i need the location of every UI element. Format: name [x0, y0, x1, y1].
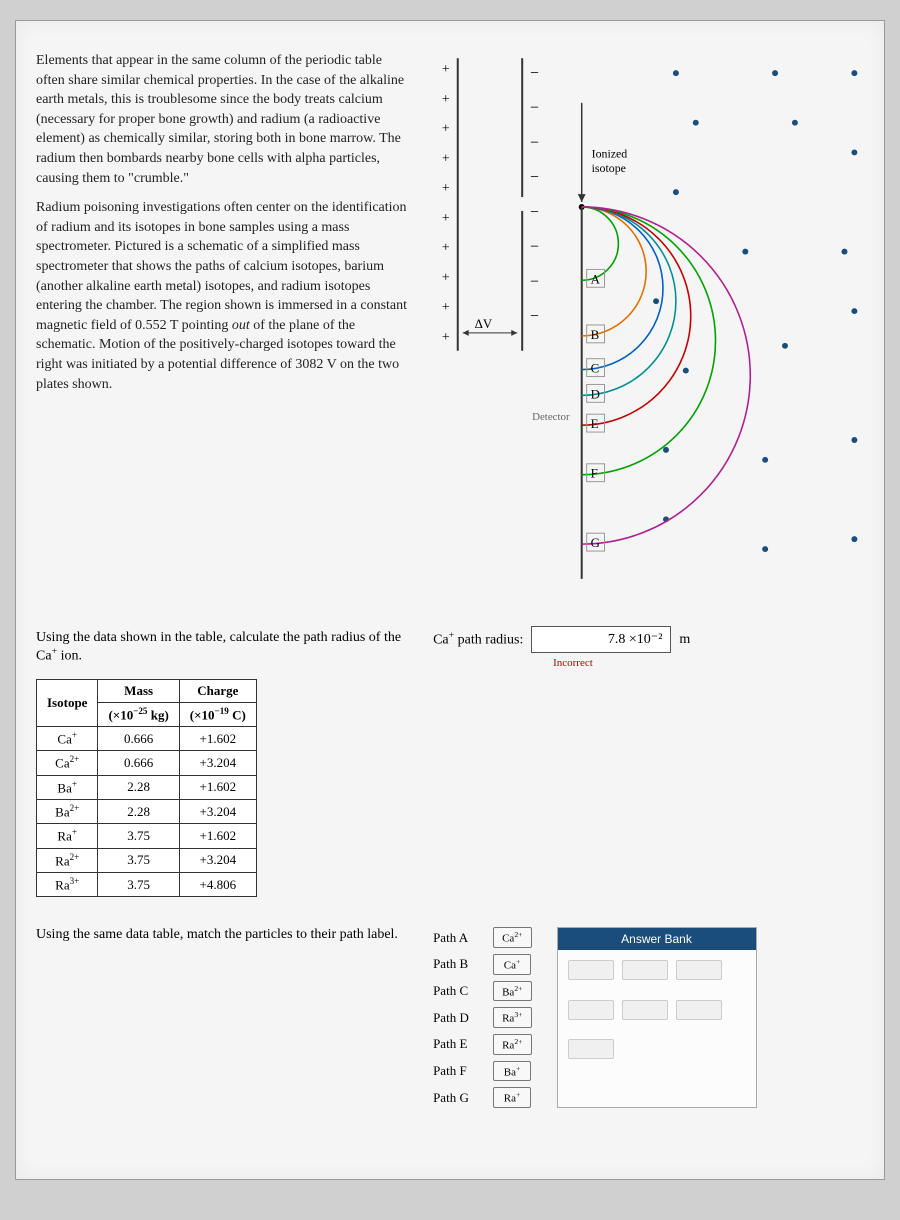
svg-text:Ionized: Ionized — [591, 146, 627, 160]
path-row: Path FBa+ — [433, 1061, 531, 1082]
chip-ba[interactable]: Ba+ — [493, 1061, 531, 1082]
bank-slot[interactable] — [568, 1039, 614, 1059]
bank-slot[interactable] — [676, 960, 722, 980]
svg-text:+: + — [442, 62, 450, 77]
svg-text:+: + — [442, 211, 450, 226]
bank-slot[interactable] — [676, 1000, 722, 1020]
table-row: Ra+3.75+1.602 — [37, 824, 257, 848]
path-row: Path BCa+ — [433, 954, 531, 975]
path-row: Path DRa3+ — [433, 1007, 531, 1028]
svg-text:+: + — [442, 300, 450, 315]
bank-slot[interactable] — [622, 1000, 668, 1020]
svg-text:−: − — [530, 204, 539, 221]
page-container: Elements that appear in the same column … — [15, 20, 885, 1180]
q1-left: Using the data shown in the table, calcu… — [36, 616, 403, 897]
table-row: Ra2+3.75+3.204 — [37, 848, 257, 872]
svg-text:−: − — [530, 273, 539, 290]
field-dots — [653, 70, 857, 552]
q1-prompt: Using the data shown in the table, calcu… — [36, 630, 403, 665]
bank-slot[interactable] — [568, 1000, 614, 1020]
path-row: Path ERa2+ — [433, 1034, 531, 1055]
top-section: Elements that appear in the same column … — [36, 51, 864, 596]
q1-right: Ca+ path radius: 7.8 ×10⁻² m Incorrect — [433, 616, 864, 897]
bank-body[interactable] — [558, 950, 756, 1080]
path-list: Path ACa2+ Path BCa+ Path CBa2+ Path DRa… — [433, 927, 531, 1108]
svg-text:A: A — [590, 272, 600, 286]
col-isotope: Isotope — [37, 679, 98, 726]
svg-text:+: + — [442, 241, 450, 256]
feedback-incorrect: Incorrect — [553, 657, 864, 669]
diagram-svg: + + + + + + + + + + − − − − − − − — [428, 51, 864, 591]
answer-label: Ca+ path radius: — [433, 630, 523, 649]
deltaV-label: ΔV — [474, 317, 492, 331]
q2-prompt: Using the same data table, match the par… — [36, 927, 403, 1108]
svg-text:B: B — [590, 328, 599, 342]
isotope-table: Isotope Mass Charge (×10−25 kg) (×10−19 … — [36, 679, 257, 898]
chip-ca2[interactable]: Ca2+ — [493, 927, 531, 948]
svg-text:D: D — [590, 387, 599, 401]
path-row: Path GRa+ — [433, 1087, 531, 1108]
path-row: Path ACa2+ — [433, 927, 531, 948]
col-charge: Charge — [179, 679, 256, 702]
q2-right: Path ACa2+ Path BCa+ Path CBa2+ Path DRa… — [433, 927, 864, 1108]
chip-ra3[interactable]: Ra3+ — [493, 1007, 531, 1028]
svg-text:+: + — [442, 151, 450, 166]
bank-slot[interactable] — [568, 960, 614, 980]
path-row: Path CBa2+ — [433, 981, 531, 1002]
svg-text:C: C — [590, 362, 599, 376]
col-mass: Mass — [98, 679, 179, 702]
svg-text:−: − — [530, 134, 539, 151]
chip-ba2[interactable]: Ba2+ — [493, 981, 531, 1002]
svg-text:G: G — [590, 536, 599, 550]
svg-text:+: + — [442, 122, 450, 137]
ion-entry: Ionized isotope — [577, 103, 627, 210]
svg-text:−: − — [530, 239, 539, 256]
detector-label: Detector — [532, 411, 570, 423]
accelerating-plates: + + + + + + + + + + − − − − − − − — [442, 58, 539, 351]
col-charge-unit: (×10−19 C) — [179, 702, 256, 726]
svg-text:F: F — [590, 467, 597, 481]
table-header-row: Isotope Mass Charge — [37, 679, 257, 702]
spectrometer-diagram: + + + + + + + + + + − − − − − − − — [428, 51, 864, 596]
table-row: Ra3+3.75+4.806 — [37, 872, 257, 896]
bank-slot[interactable] — [622, 960, 668, 980]
table-row: Ca+0.666+1.602 — [37, 726, 257, 750]
svg-text:+: + — [442, 92, 450, 107]
svg-text:−: − — [530, 308, 539, 325]
table-row: Ba2+2.28+3.204 — [37, 799, 257, 823]
svg-text:isotope: isotope — [591, 161, 625, 175]
paragraph-1: Elements that appear in the same column … — [36, 51, 408, 188]
chip-ra[interactable]: Ra+ — [493, 1087, 531, 1108]
answer-row: Ca+ path radius: 7.8 ×10⁻² m — [433, 626, 864, 653]
chip-ra2[interactable]: Ra2+ — [493, 1034, 531, 1055]
question-2: Using the same data table, match the par… — [36, 927, 864, 1108]
svg-text:+: + — [442, 330, 450, 345]
answer-bank: Answer Bank — [557, 927, 757, 1108]
path-end-labels: A B C D E F G — [586, 269, 604, 551]
paragraph-2: Radium poisoning investigations often ce… — [36, 198, 408, 394]
radius-input[interactable]: 7.8 ×10⁻² — [531, 626, 671, 653]
bank-title: Answer Bank — [558, 928, 756, 950]
table-row: Ca2+0.666+3.204 — [37, 751, 257, 775]
svg-text:+: + — [442, 270, 450, 285]
svg-text:−: − — [530, 169, 539, 186]
svg-text:−: − — [530, 65, 539, 82]
question-1: Using the data shown in the table, calcu… — [36, 616, 864, 897]
problem-text: Elements that appear in the same column … — [36, 51, 408, 596]
isotope-paths — [581, 207, 750, 544]
table-row: Ba+2.28+1.602 — [37, 775, 257, 799]
unit-label: m — [679, 632, 690, 648]
svg-text:E: E — [590, 417, 598, 431]
chip-ca[interactable]: Ca+ — [493, 954, 531, 975]
svg-text:−: − — [530, 100, 539, 117]
col-mass-unit: (×10−25 kg) — [98, 702, 179, 726]
svg-text:+: + — [442, 181, 450, 196]
